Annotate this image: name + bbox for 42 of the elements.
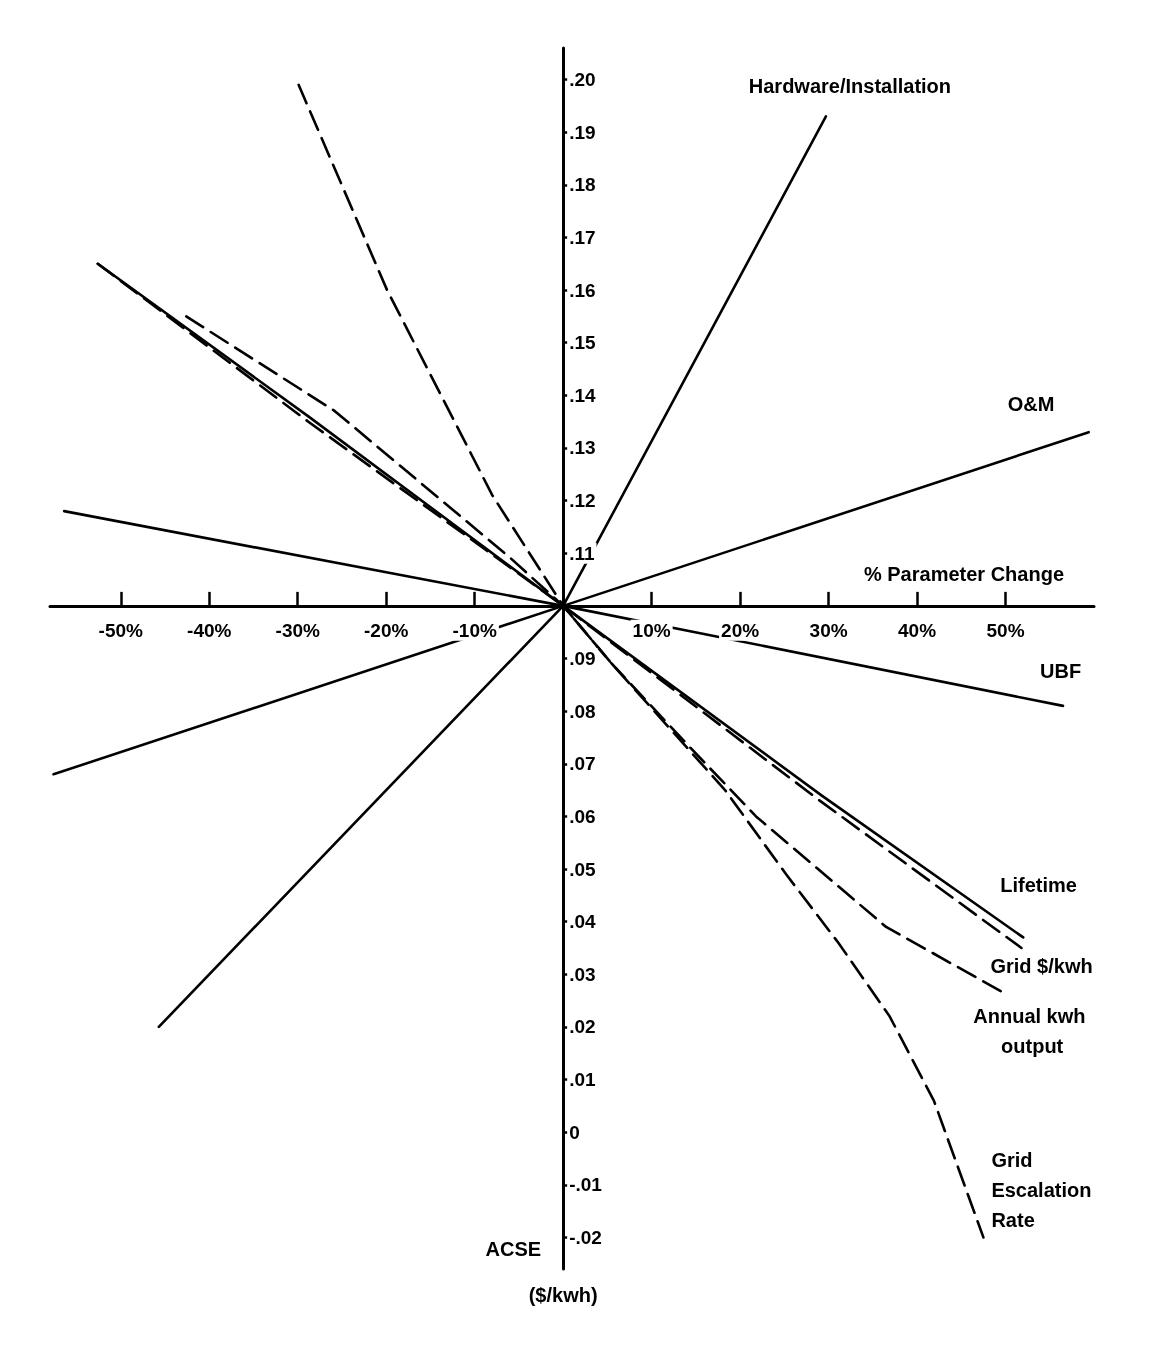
series-label: Lifetime (1000, 874, 1077, 897)
y-tick-label: .01 (569, 1069, 596, 1091)
y-tick-label: .07 (569, 753, 596, 775)
y-tick-label: .12 (569, 490, 596, 512)
text: ($/kwh) (528, 1284, 598, 1306)
y-tick-label: -.01 (569, 1174, 603, 1196)
y-tick-label: .17 (569, 226, 596, 248)
y-tick-label: 0 (569, 1121, 580, 1143)
x-tick-label: 50% (986, 619, 1025, 641)
y-tick-label: .06 (569, 805, 596, 827)
y-tick-label: -.02 (569, 1226, 602, 1248)
x-tick-label: 20% (721, 619, 760, 641)
y-tick-label: .13 (569, 437, 596, 459)
x-tick-label: -40% (187, 619, 232, 641)
y-tick-label: .11 (569, 542, 595, 564)
x-tick-label: -50% (98, 619, 144, 641)
y-tick-label: .08 (569, 700, 596, 722)
y-tick-label: .14 (569, 384, 596, 406)
y-tick-label: .19 (569, 121, 596, 143)
y-tick-label: .15 (569, 332, 596, 354)
x-tick-label: -20% (364, 619, 409, 641)
series-label: Hardware/Installation (748, 75, 952, 98)
x-tick-label: 30% (809, 619, 848, 641)
y-tick-label: .03 (569, 963, 596, 985)
y-tick-label: .05 (569, 858, 596, 880)
y-tick-label: .16 (569, 279, 596, 301)
y-tick-label: .18 (569, 174, 596, 196)
y-tick-label: .09 (569, 648, 596, 669)
x-tick-label: 10% (632, 619, 671, 641)
y-tick-label: .20 (569, 69, 596, 91)
series-label: Annual kwh output (973, 1005, 1092, 1058)
series-label: Grid Escalation Rate (991, 1149, 1098, 1232)
x-tick-label: -30% (275, 619, 321, 641)
x-axis-title: % Parameter Change (863, 562, 1064, 585)
y-tick-label: .02 (569, 1016, 596, 1038)
x-tick-label: -10% (452, 619, 497, 641)
x-tick-label: 40% (898, 619, 937, 641)
series-label: UBF (1040, 659, 1082, 682)
series-label: O&M (1007, 393, 1055, 416)
y-tick-label: .04 (569, 911, 596, 933)
series-label: Grid $/kwh (990, 954, 1093, 977)
y-axis-title: ACSE (485, 1238, 542, 1260)
